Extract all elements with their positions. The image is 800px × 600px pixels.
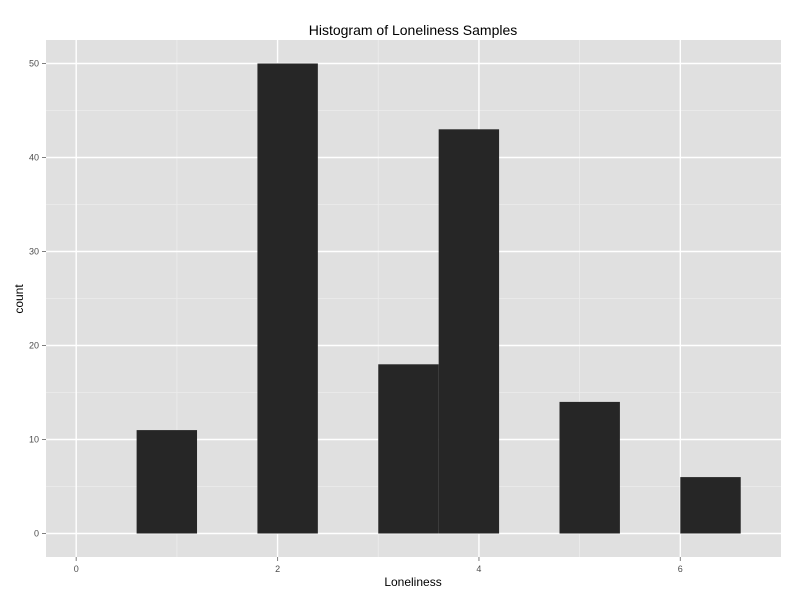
histogram-bar: [378, 364, 439, 534]
x-axis-ticks: 0 2 4 6: [74, 557, 683, 574]
histogram-bar: [559, 401, 620, 534]
histogram-bars: [136, 63, 741, 534]
x-tick-label: 0: [74, 564, 79, 574]
y-tick-label: 30: [29, 247, 39, 257]
x-tick-label: 4: [476, 564, 481, 574]
chart-title: Histogram of Loneliness Samples: [309, 22, 518, 38]
x-tick-label: 2: [275, 564, 280, 574]
y-tick-label: 20: [29, 341, 39, 351]
y-tick-label: 50: [29, 59, 39, 69]
histogram-bar: [680, 477, 741, 534]
histogram-bar: [136, 430, 198, 534]
histogram-bar: [438, 129, 500, 534]
x-axis-label: Loneliness: [384, 575, 441, 589]
y-axis-ticks: 0 10 20 30 40 50: [29, 59, 46, 539]
histogram-bar: [257, 63, 318, 534]
x-tick-label: 6: [678, 564, 683, 574]
y-tick-label: 40: [29, 153, 39, 163]
y-tick-label: 10: [29, 435, 39, 445]
y-axis-label: count: [12, 284, 26, 314]
y-tick-label: 0: [34, 529, 39, 539]
